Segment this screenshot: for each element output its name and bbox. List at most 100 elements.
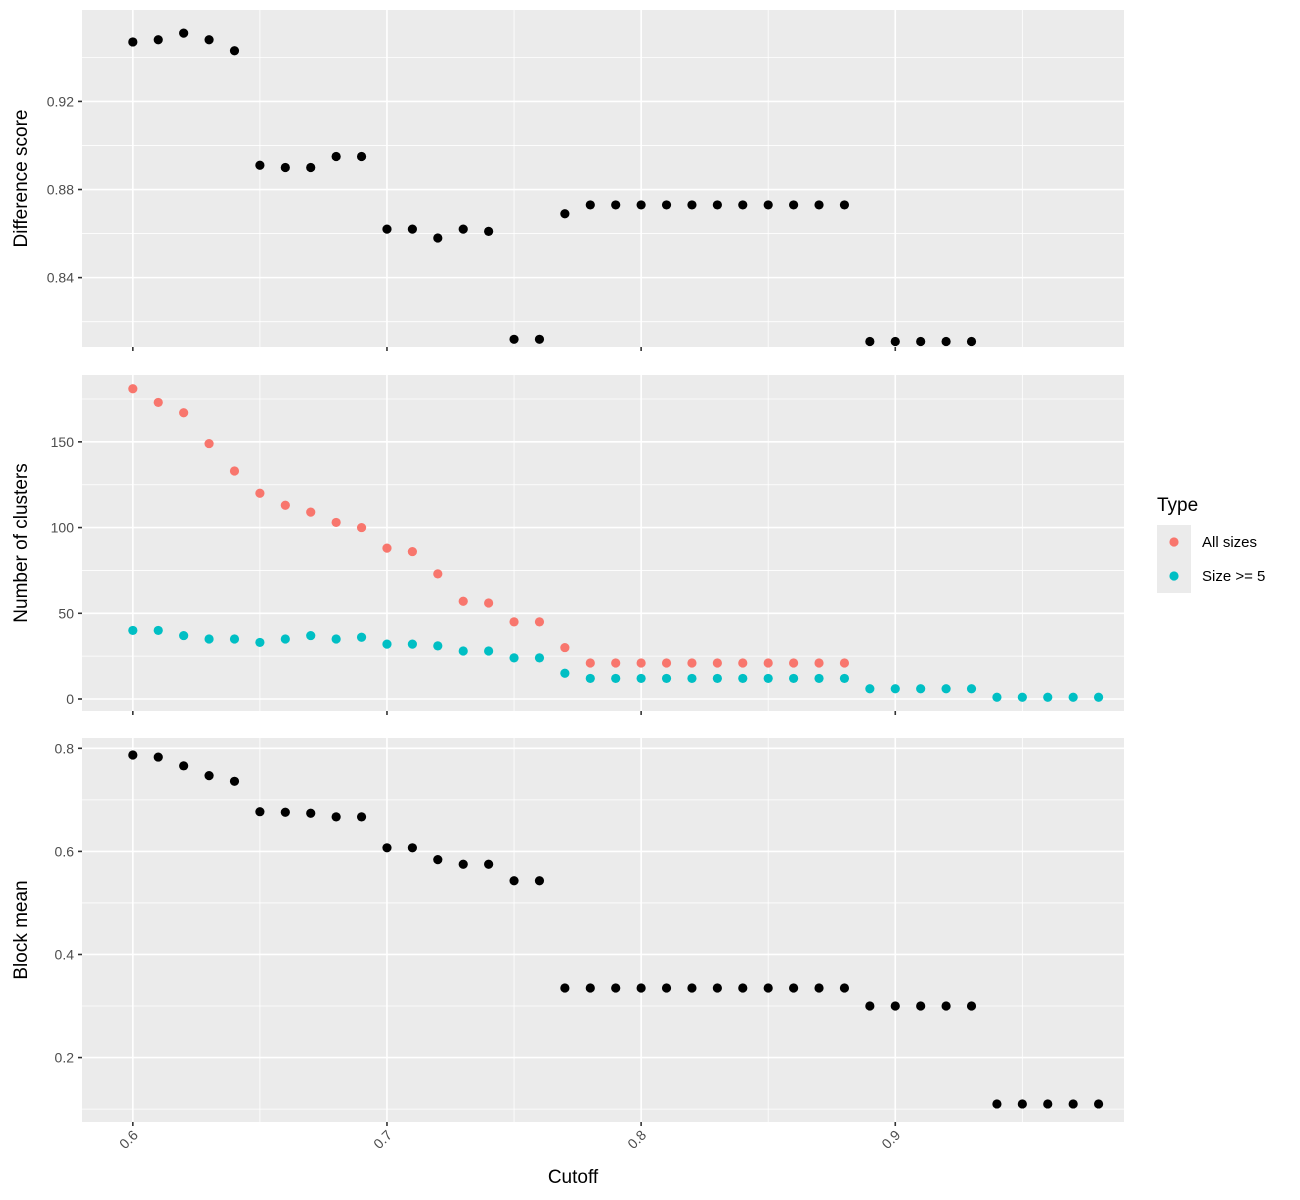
data-point xyxy=(356,151,367,162)
data-point xyxy=(484,598,494,608)
data-point xyxy=(382,843,392,853)
data-point xyxy=(687,658,697,668)
data-point xyxy=(179,408,189,418)
data-point xyxy=(331,634,341,644)
data-point xyxy=(433,233,443,243)
data-point xyxy=(738,658,748,668)
panel-background xyxy=(82,375,1124,711)
data-point xyxy=(484,859,494,869)
data-point xyxy=(916,684,926,694)
data-point xyxy=(382,639,392,649)
y-tick-label: 50 xyxy=(58,605,74,621)
data-point xyxy=(204,634,214,644)
panel-1: 0.84 0.88 0.92 Difference score xyxy=(11,10,1124,351)
data-point xyxy=(712,983,722,993)
data-point xyxy=(839,200,850,210)
y-tick-label: 150 xyxy=(51,434,75,450)
data-point xyxy=(1043,692,1053,702)
panels-layer: 0.84 0.88 0.92 Difference score 0 50 100 150 Num… xyxy=(11,10,1124,1126)
data-point xyxy=(992,1099,1002,1109)
data-point xyxy=(992,692,1002,702)
panel-background xyxy=(82,738,1124,1122)
y-tick-label: 0.6 xyxy=(55,843,75,859)
data-point xyxy=(966,684,977,694)
data-point xyxy=(458,596,468,606)
data-point xyxy=(534,876,545,886)
data-point xyxy=(229,634,240,644)
data-point xyxy=(179,761,189,771)
data-point xyxy=(331,812,341,822)
data-point xyxy=(763,658,773,668)
data-point xyxy=(687,983,697,993)
data-point xyxy=(585,658,595,668)
data-point xyxy=(763,673,773,684)
data-point xyxy=(814,983,824,993)
data-point xyxy=(1043,1099,1053,1109)
data-point xyxy=(128,384,138,394)
data-point xyxy=(763,200,773,210)
data-point xyxy=(306,162,316,173)
legend-key xyxy=(1169,537,1179,547)
data-point xyxy=(458,224,468,234)
data-point xyxy=(153,752,163,762)
data-point xyxy=(407,224,417,234)
data-point xyxy=(814,658,824,668)
data-point xyxy=(839,673,850,684)
data-point xyxy=(179,630,189,641)
data-point xyxy=(763,983,773,993)
series-points xyxy=(128,28,977,347)
panel-3: 0.2 0.4 0.6 0.8 Block mean xyxy=(11,738,1124,1126)
data-point xyxy=(890,1001,900,1011)
data-point xyxy=(941,336,951,347)
data-point xyxy=(306,630,316,641)
y-tick-label: 100 xyxy=(51,520,75,536)
data-point xyxy=(1093,1099,1104,1109)
data-point xyxy=(433,569,443,579)
data-point xyxy=(153,397,163,408)
data-point xyxy=(611,658,621,668)
data-point xyxy=(789,983,799,993)
data-point xyxy=(966,336,977,347)
data-point xyxy=(382,543,392,553)
data-point xyxy=(560,642,570,653)
data-point xyxy=(712,673,722,684)
data-point xyxy=(382,224,392,234)
data-point xyxy=(839,983,850,993)
data-point xyxy=(661,673,672,684)
data-point xyxy=(255,807,265,817)
data-point xyxy=(636,673,646,684)
data-point xyxy=(407,546,417,557)
x-axis: 0.6 0.7 0.8 0.9 xyxy=(116,1127,904,1152)
data-point xyxy=(585,200,595,210)
data-point xyxy=(356,632,367,642)
y-axis-title: Number of clusters xyxy=(11,463,32,622)
data-point xyxy=(1068,1099,1078,1109)
legend-key xyxy=(1169,571,1179,581)
data-point xyxy=(636,658,646,668)
data-point xyxy=(204,35,214,45)
y-tick-label: 0.8 xyxy=(55,740,75,756)
data-point xyxy=(941,1001,951,1011)
data-point xyxy=(280,807,290,817)
data-point xyxy=(661,658,672,668)
data-point xyxy=(611,200,621,210)
data-point xyxy=(204,771,214,781)
legend-title: Type xyxy=(1157,495,1198,516)
data-point xyxy=(280,500,290,510)
data-point xyxy=(738,200,748,210)
data-point xyxy=(966,1001,977,1011)
data-point xyxy=(687,673,697,684)
panel-2: 0 50 100 150 Number of clusters xyxy=(11,375,1124,715)
data-point xyxy=(661,983,672,993)
data-point xyxy=(331,151,341,162)
data-point xyxy=(890,336,900,347)
data-point xyxy=(306,507,316,517)
data-point xyxy=(585,983,595,993)
data-point xyxy=(916,1001,926,1011)
data-point xyxy=(687,200,697,210)
y-tick-label: 0.2 xyxy=(55,1050,75,1066)
data-point xyxy=(611,983,621,993)
data-point xyxy=(153,35,163,45)
data-point xyxy=(407,639,417,649)
